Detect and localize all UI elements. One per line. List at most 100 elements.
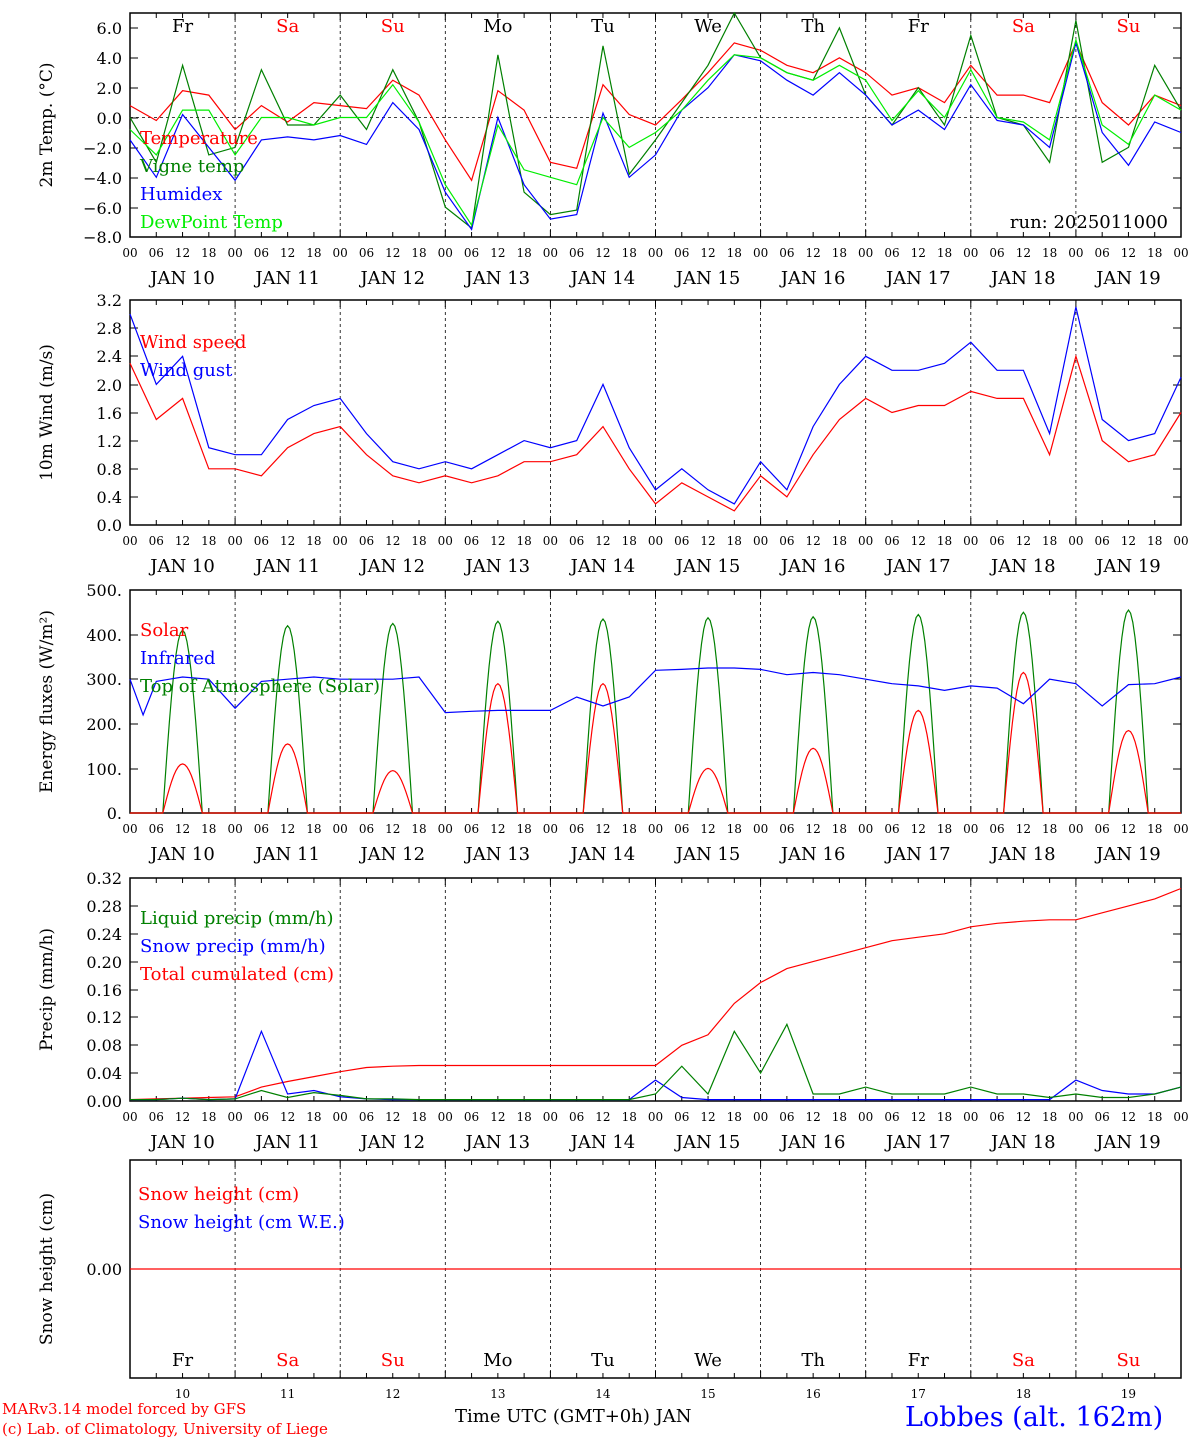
- hour-tick-label: 18: [1042, 1110, 1057, 1124]
- hour-tick-label: 00: [1068, 534, 1083, 548]
- date-label: JAN 13: [464, 844, 531, 865]
- day-header-label: Su: [381, 16, 405, 37]
- day-header-label: Tu: [591, 16, 615, 37]
- hour-tick-label: 06: [569, 1110, 584, 1124]
- y-tick-label: 2.0: [97, 79, 122, 98]
- hour-tick-label: 18: [1147, 1110, 1162, 1124]
- series-line: [130, 671, 1181, 814]
- panel-3: 500. 400. 300. 200. 100. 0. Energy fluxes (W/m…: [37, 581, 1189, 865]
- hour-tick-label: 18: [937, 534, 952, 548]
- hour-tick-label: 18: [622, 1110, 637, 1124]
- day-footer-label: Su: [381, 1350, 405, 1371]
- hour-tick-label: 06: [569, 246, 584, 260]
- day-footer-label: Su: [1116, 1350, 1140, 1371]
- hour-tick-label: 18: [727, 534, 742, 548]
- hour-tick-label: 18: [1147, 534, 1162, 548]
- hour-tick-label: 00: [648, 1110, 663, 1124]
- y-tick-label: 0.32: [86, 869, 122, 888]
- date-label: JAN 13: [464, 1132, 531, 1153]
- hour-tick-label: 06: [254, 246, 269, 260]
- panel-4: 0.32 0.28 0.24 0.20 0.16 0.12 0.08 0.04 0.00 Prec…: [37, 869, 1189, 1153]
- date-label: JAN 13: [464, 268, 531, 289]
- hour-tick-label: 18: [201, 1110, 216, 1124]
- hour-tick-label: 06: [884, 246, 899, 260]
- legend-entry: Humidex: [140, 184, 222, 205]
- hour-tick-label: 00: [227, 246, 242, 260]
- hour-tick-label: 12: [1121, 822, 1136, 836]
- hour-tick-label: 18: [622, 246, 637, 260]
- day-header-label: Fr: [908, 16, 929, 37]
- day-number-label: 16: [806, 1387, 821, 1401]
- day-header-label: Su: [1116, 16, 1140, 37]
- hour-tick-label: 00: [543, 822, 558, 836]
- y-tick-label: 0.4: [97, 488, 122, 507]
- hour-tick-label: 06: [254, 534, 269, 548]
- hour-tick-label: 06: [569, 534, 584, 548]
- hour-tick-label: 00: [1173, 534, 1188, 548]
- hour-tick-label: 18: [832, 822, 847, 836]
- hour-tick-label: 00: [858, 822, 873, 836]
- hour-tick-label: 12: [385, 246, 400, 260]
- run-annotation: run: 2025011000: [1010, 212, 1168, 233]
- hour-tick-label: 06: [989, 246, 1004, 260]
- day-footer-label: Mo: [483, 1350, 512, 1371]
- hour-tick-label: 00: [438, 246, 453, 260]
- date-label: JAN 18: [989, 844, 1056, 865]
- hour-tick-label: 00: [858, 246, 873, 260]
- hour-tick-label: 06: [254, 1110, 269, 1124]
- hour-tick-label: 06: [359, 246, 374, 260]
- hour-tick-label: 18: [411, 246, 426, 260]
- hour-tick-label: 18: [1042, 246, 1057, 260]
- hour-tick-label: 18: [727, 1110, 742, 1124]
- hour-tick-label: 18: [622, 822, 637, 836]
- y-tick-label: 0.28: [86, 897, 122, 916]
- hour-tick-label: 12: [1016, 534, 1031, 548]
- hour-tick-label: 18: [832, 534, 847, 548]
- hour-tick-label: 00: [1173, 1110, 1188, 1124]
- day-footer-label: Tu: [591, 1350, 615, 1371]
- hour-tick-label: 12: [700, 822, 715, 836]
- y-tick-label: 400.: [86, 626, 122, 645]
- hour-tick-label: 06: [149, 822, 164, 836]
- station-label: Lobbes (alt. 162m): [905, 1402, 1164, 1433]
- y-axis-label: Precip (mm/h): [37, 928, 57, 1051]
- y-tick-label: 6.0: [97, 19, 122, 38]
- date-label: JAN 12: [358, 1132, 425, 1153]
- y-tick-label: 1.2: [97, 432, 122, 451]
- hour-tick-label: 12: [385, 534, 400, 548]
- y-tick-label: 0.00: [86, 1092, 122, 1111]
- y-tick-label: 0.0: [97, 516, 122, 535]
- hour-tick-label: 00: [227, 534, 242, 548]
- hour-tick-label: 12: [280, 534, 295, 548]
- legend-entry: Snow height (cm): [138, 1184, 299, 1205]
- hour-tick-label: 00: [1173, 246, 1188, 260]
- hour-tick-label: 06: [359, 822, 374, 836]
- hour-tick-label: 12: [175, 246, 190, 260]
- hour-tick-label: 12: [490, 246, 505, 260]
- hour-tick-label: 00: [543, 246, 558, 260]
- series-line: [129, 306, 1182, 505]
- y-axis-label: 2m Temp. (°C): [37, 62, 57, 187]
- hour-tick-label: 06: [989, 534, 1004, 548]
- time-axis-label: Time UTC (GMT+0h) JAN: [455, 1406, 692, 1427]
- legend-entry: DewPoint Temp: [140, 212, 283, 233]
- hour-tick-label: 06: [779, 534, 794, 548]
- hour-tick-label: 12: [280, 822, 295, 836]
- date-label: JAN 15: [674, 556, 741, 577]
- series-line: [129, 37, 1182, 227]
- day-number-label: 18: [1016, 1387, 1031, 1401]
- series-line: [129, 354, 1182, 512]
- hour-tick-label: 12: [1016, 246, 1031, 260]
- date-label: JAN 16: [779, 1132, 846, 1153]
- date-label: JAN 19: [1094, 844, 1161, 865]
- hour-tick-label: 18: [411, 822, 426, 836]
- hour-tick-label: 00: [1068, 822, 1083, 836]
- y-tick-label: 2.8: [97, 319, 122, 338]
- y-tick-label: 200.: [86, 715, 122, 734]
- y-axis-label: Snow height (cm): [37, 1193, 57, 1345]
- hour-tick-label: 18: [306, 534, 321, 548]
- legend-entry: Liquid precip (mm/h): [140, 908, 334, 929]
- legend-entry: Solar: [140, 620, 189, 641]
- series-line: [129, 887, 1182, 1101]
